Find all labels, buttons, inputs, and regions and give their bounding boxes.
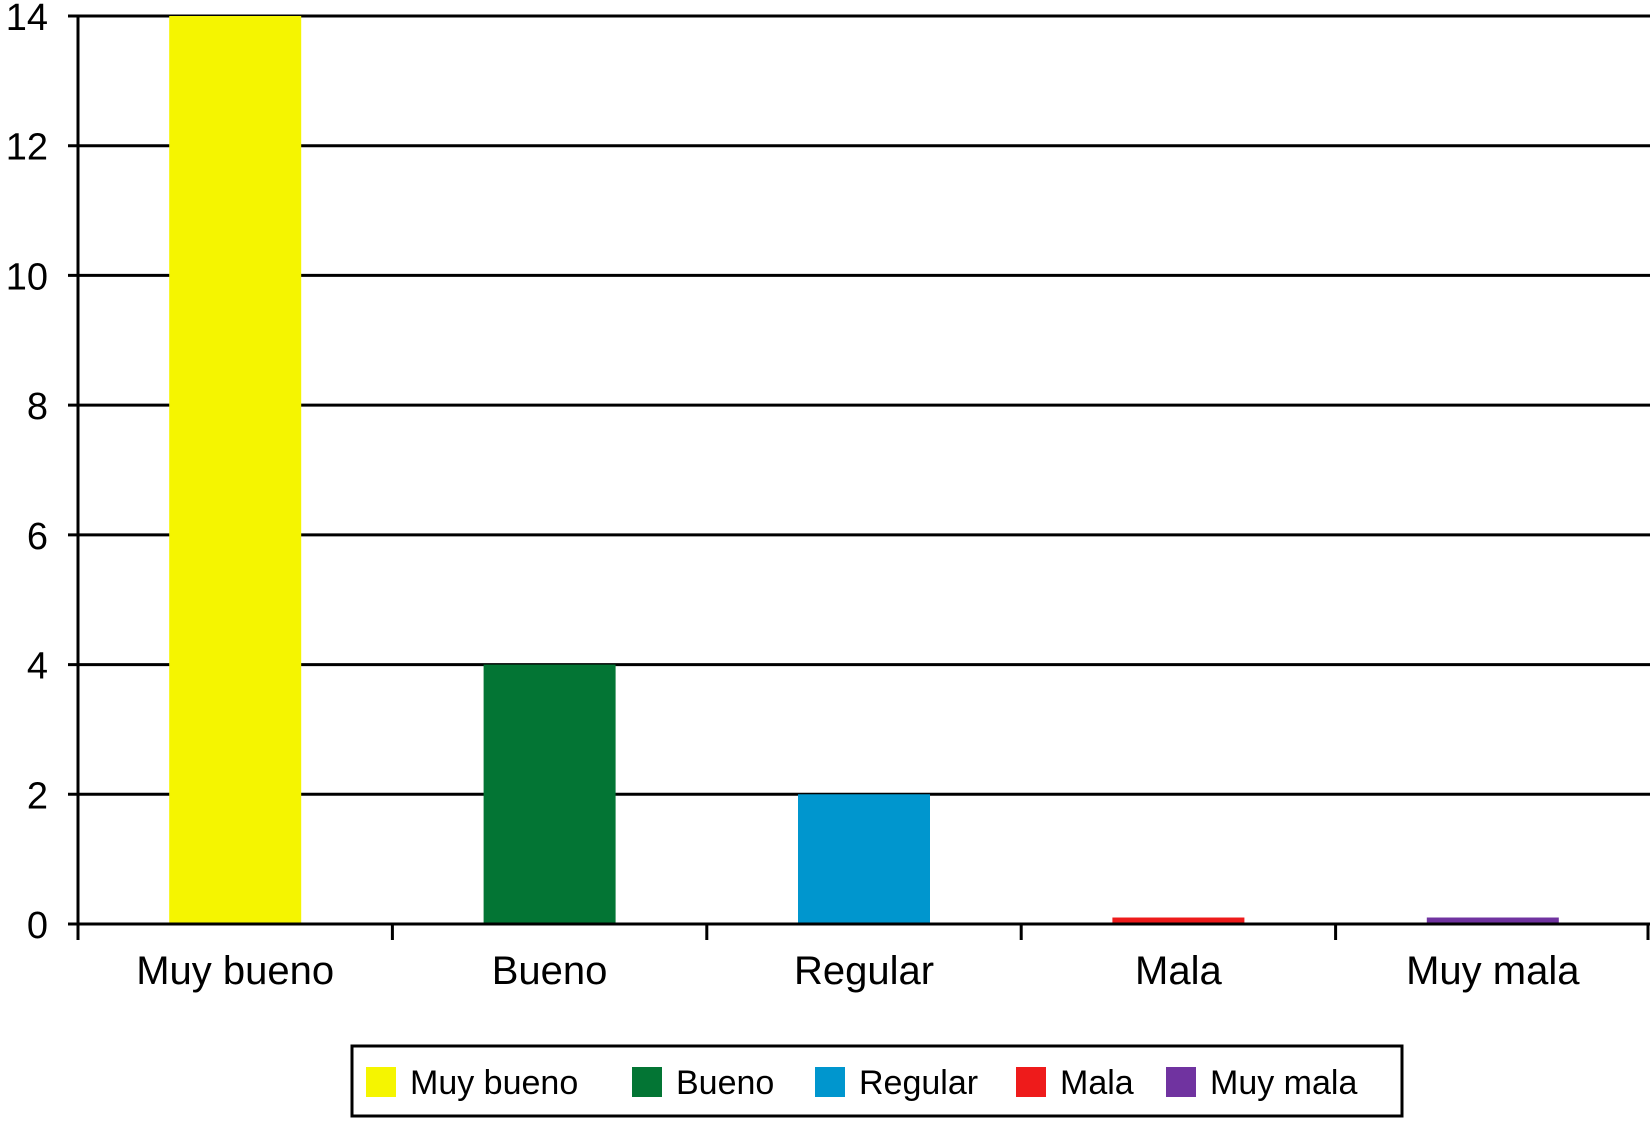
gridlines [68,14,1650,796]
y-tick-label-14: 14 [6,0,48,39]
y-tick-label-4: 4 [27,646,48,688]
x-tick-label-mala: Mala [1135,949,1222,993]
bar-mala [1112,917,1245,924]
legend-label-muy-mala: Muy mala [1210,1064,1357,1102]
legend: Muy bueno Bueno Regular Mala Muy mala [350,1044,1404,1118]
x-tick-label-muy-bueno: Muy bueno [136,949,334,993]
y-tick-label-12: 12 [6,127,48,169]
legend-swatch-mala [1016,1067,1046,1097]
y-tick-label-10: 10 [6,256,48,298]
y-tick-label-6: 6 [27,516,48,558]
y-tick-label-0: 0 [27,905,48,947]
y-tick-labels: 0 2 4 6 8 10 12 14 [6,0,48,947]
legend-swatch-bueno [632,1067,662,1097]
bar-bueno [483,664,616,924]
y-tick-label-8: 8 [27,386,48,428]
legend-label-bueno: Bueno [676,1064,774,1102]
bar-muy-mala [1426,917,1559,924]
legend-label-regular: Regular [859,1064,978,1102]
legend-label-mala: Mala [1060,1064,1134,1102]
axes [68,16,1650,940]
legend-swatch-regular [815,1067,845,1097]
y-tick-label-2: 2 [27,775,48,817]
legend-swatch-muy-mala [1166,1067,1196,1097]
legend-label-muy-bueno: Muy bueno [410,1064,578,1102]
bar-muy-bueno [169,16,302,924]
bar-regular [798,794,930,924]
legend-box [350,1044,1404,1118]
x-tick-label-muy-mala: Muy mala [1406,949,1580,993]
x-tick-label-regular: Regular [794,949,934,993]
bars [169,16,1559,924]
x-tick-labels: Muy bueno Bueno Regular Mala Muy mala [136,949,1580,993]
legend-swatch-muy-bueno [366,1067,396,1097]
x-tick-label-bueno: Bueno [492,949,608,993]
